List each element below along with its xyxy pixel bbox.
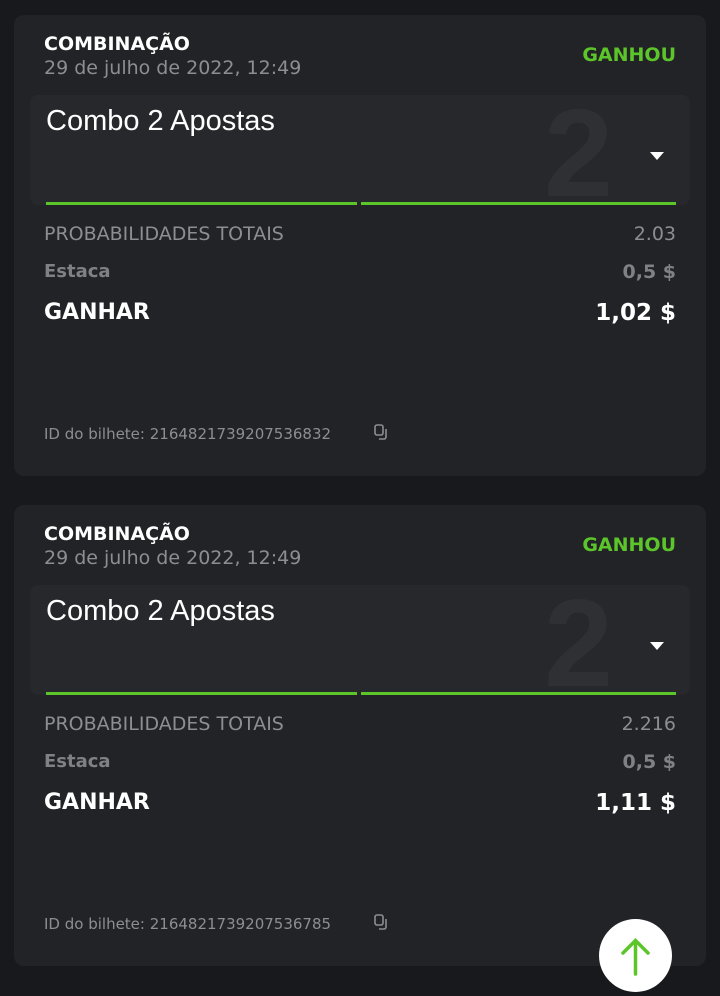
leg-status-bar: [361, 692, 676, 695]
odds-label: PROBABILIDADES TOTAIS: [44, 713, 284, 735]
caret-down-icon[interactable]: [650, 642, 664, 650]
ticket-card: COMBINAÇÃO 29 de julho de 2022, 12:49 GA…: [14, 505, 706, 966]
combo-label: Combo 2 Apostas: [46, 595, 275, 627]
leg-status-bar: [46, 202, 357, 205]
stake-value: 0,5 $: [622, 261, 677, 283]
stake-value: 0,5 $: [622, 751, 677, 773]
status-badge: GANHOU: [582, 534, 676, 556]
bet-date: 29 de julho de 2022, 12:49: [44, 57, 302, 79]
status-badge: GANHOU: [582, 44, 676, 66]
ticket-id: ID do bilhete: 2164821739207536832: [44, 425, 332, 443]
odds-value: 2.216: [621, 713, 676, 735]
copy-icon[interactable]: [373, 423, 391, 441]
odds-value: 2.03: [633, 223, 676, 245]
scroll-top-button[interactable]: [599, 919, 672, 992]
ticket-id: ID do bilhete: 2164821739207536785: [44, 915, 332, 933]
combo-dropdown[interactable]: 2 Combo 2 Apostas: [30, 95, 690, 205]
combo-count-watermark: 2: [544, 95, 613, 205]
win-label: GANHAR: [44, 790, 150, 815]
stake-label: Estaca: [44, 261, 111, 282]
stake-label: Estaca: [44, 751, 111, 772]
win-value: 1,02 $: [595, 300, 676, 326]
bet-type: COMBINAÇÃO: [44, 523, 190, 545]
win-label: GANHAR: [44, 300, 150, 325]
ticket-card: COMBINAÇÃO 29 de julho de 2022, 12:49 GA…: [14, 15, 706, 476]
combo-label: Combo 2 Apostas: [46, 105, 275, 137]
combo-dropdown[interactable]: 2 Combo 2 Apostas: [30, 585, 690, 695]
leg-status-bar: [46, 692, 357, 695]
caret-down-icon[interactable]: [650, 152, 664, 160]
bet-type: COMBINAÇÃO: [44, 33, 190, 55]
bet-date: 29 de julho de 2022, 12:49: [44, 547, 302, 569]
win-value: 1,11 $: [595, 790, 676, 816]
arrow-up-icon: [621, 938, 650, 976]
odds-label: PROBABILIDADES TOTAIS: [44, 223, 284, 245]
leg-status-bar: [361, 202, 676, 205]
combo-count-watermark: 2: [544, 585, 613, 695]
copy-icon[interactable]: [373, 913, 391, 931]
